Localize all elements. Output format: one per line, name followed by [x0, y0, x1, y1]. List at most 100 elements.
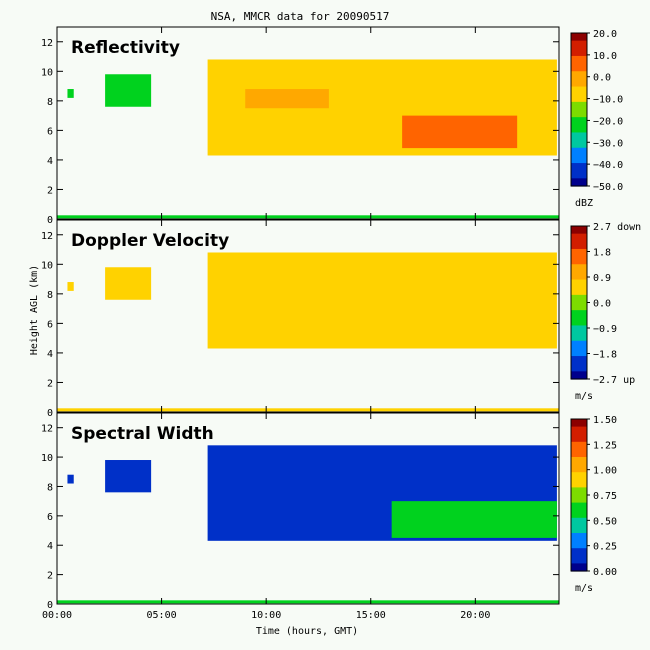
x-tick-label: 05:00: [147, 610, 177, 621]
colorbar-segment: [571, 268, 587, 273]
colorbar-label: 2.7 down: [593, 222, 641, 233]
colorbar-segment: [571, 445, 587, 450]
colorbar-label: 10.0: [593, 51, 617, 62]
y-tick-label: 0: [47, 215, 53, 226]
colorbar-segment: [571, 252, 587, 258]
colorbar-segment: [571, 491, 587, 496]
colorbar-segment: [571, 371, 587, 376]
colorbar-segment: [571, 525, 587, 530]
y-tick-label: 8: [47, 290, 53, 301]
figure-title: NSA, MMCR data for 20090517: [211, 10, 390, 23]
colorbar-segment: [571, 529, 587, 534]
y-tick-label: 6: [47, 126, 53, 137]
colorbar-segment: [571, 552, 587, 557]
colorbar-segment: [571, 143, 587, 149]
colorbar-segment: [571, 101, 587, 107]
colorbar-segment: [571, 375, 587, 380]
colorbar-label: −40.0: [593, 160, 623, 171]
panel-title: Doppler Velocity: [71, 231, 229, 251]
colorbar-segment: [571, 264, 587, 269]
colorbar-segment: [571, 567, 587, 572]
colorbar-label: 1.50: [593, 415, 617, 426]
y-tick-label: 12: [41, 38, 53, 49]
colorbar-segment: [571, 245, 587, 250]
colorbar-segment: [571, 506, 587, 511]
colorbar-segment: [571, 476, 587, 481]
colorbar-label: 0.50: [593, 516, 617, 527]
colorbar-unit: m/s: [575, 583, 593, 594]
y-tick-label: 8: [47, 482, 53, 493]
echo-region-1: [67, 89, 74, 98]
colorbar-segment: [571, 517, 587, 523]
colorbar-segment: [571, 48, 587, 53]
colorbar-segment: [571, 352, 587, 357]
y-tick-label: 4: [47, 156, 53, 167]
colorbar-segment: [571, 317, 587, 323]
colorbar-segment: [571, 498, 587, 504]
colorbar-segment: [571, 271, 587, 277]
y-tick-label: 6: [47, 319, 53, 330]
colorbar-segment: [571, 174, 587, 179]
colorbar-segment: [571, 140, 587, 145]
colorbar-segment: [571, 367, 587, 372]
colorbar-segment: [571, 36, 587, 42]
colorbar-segment: [571, 132, 587, 137]
colorbar-segment: [571, 98, 587, 103]
colorbar-segment: [571, 321, 587, 327]
colorbar-segment: [571, 438, 587, 443]
colorbar-segment: [571, 483, 587, 488]
colorbar-segment: [571, 333, 587, 338]
y-tick-label: 2: [47, 378, 53, 389]
y-tick-label: 10: [41, 260, 53, 271]
colorbar-segment: [571, 120, 587, 126]
colorbar-segment: [571, 109, 587, 114]
colorbar-label: 0.75: [593, 491, 617, 502]
colorbar-segment: [571, 256, 587, 262]
colorbar-segment: [571, 510, 587, 515]
y-tick-label: 12: [41, 424, 53, 435]
colorbar-label: −20.0: [593, 116, 623, 127]
colorbar-label: −0.9: [593, 324, 617, 335]
colorbar-segment: [571, 275, 587, 281]
colorbar-label: −30.0: [593, 138, 623, 149]
colorbar-segment: [571, 226, 587, 231]
echo-region-2: [105, 267, 152, 300]
colorbar-segment: [571, 533, 587, 538]
colorbar-segment: [571, 419, 587, 424]
colorbar-segment: [571, 248, 587, 254]
echo-region-3: [207, 252, 557, 349]
y-tick-label: 2: [47, 571, 53, 582]
colorbar-segment: [571, 348, 587, 353]
colorbar-label: −1.8: [593, 350, 617, 361]
colorbar-segment: [571, 356, 587, 361]
colorbar-segment: [571, 460, 587, 466]
colorbar-segment: [571, 464, 587, 469]
colorbar-segment: [571, 113, 587, 118]
colorbar-segment: [571, 302, 587, 307]
colorbar-segment: [571, 540, 587, 545]
colorbar-segment: [571, 426, 587, 431]
colorbar-segment: [571, 559, 587, 564]
colorbar-label: 1.8: [593, 248, 611, 259]
colorbar-segment: [571, 344, 587, 349]
y-tick-label: 12: [41, 231, 53, 242]
colorbar-segment: [571, 313, 587, 319]
y-tick-label: 2: [47, 185, 53, 196]
colorbar-segment: [571, 59, 587, 65]
colorbar-segment: [571, 340, 587, 346]
colorbar-label: −50.0: [593, 182, 623, 193]
plot-frame: [56, 412, 560, 605]
colorbar-segment: [571, 237, 587, 242]
colorbar-segment: [571, 117, 587, 122]
colorbar-segment: [571, 233, 587, 239]
colorbar-segment: [571, 287, 587, 292]
colorbar-segment: [571, 468, 587, 473]
x-tick-label: 10:00: [251, 610, 281, 621]
colorbar-segment: [571, 514, 587, 519]
colorbar-label: 1.00: [593, 466, 617, 477]
echo-region-4: [391, 501, 557, 538]
colorbar-segment: [571, 94, 587, 99]
colorbar-segment: [571, 555, 587, 561]
